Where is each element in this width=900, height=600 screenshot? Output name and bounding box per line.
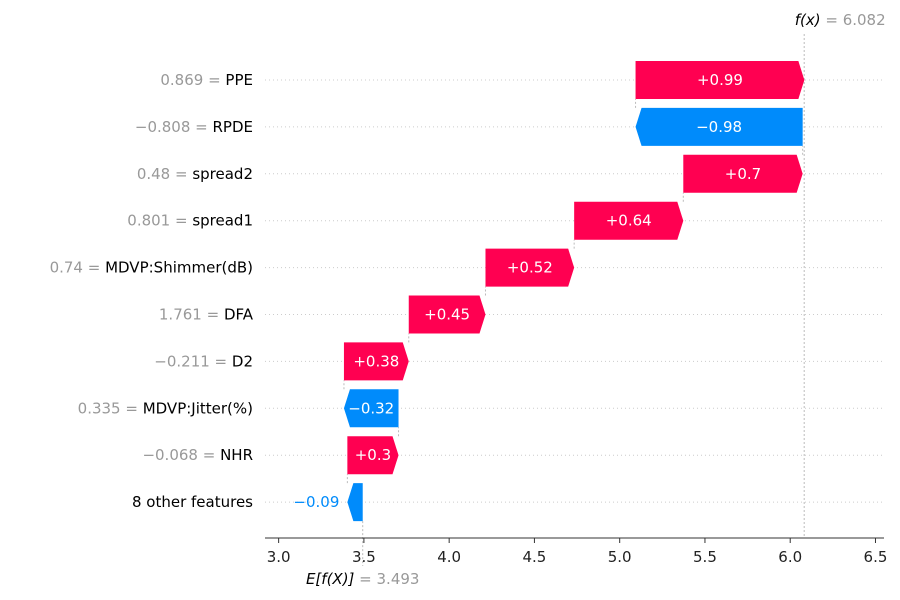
bar-value-label: +0.3 <box>355 446 391 464</box>
feature-label: 0.801 = spread1 <box>127 212 253 230</box>
bar-positive <box>485 248 575 287</box>
bar-value-label: +0.52 <box>507 259 553 277</box>
bar-value-label: −0.32 <box>348 399 394 417</box>
x-tick-label: 5.5 <box>693 548 717 566</box>
x-tick-label: 4.0 <box>437 548 461 566</box>
x-tick-label: 3.0 <box>267 548 291 566</box>
bar-value-label: −0.09 <box>293 493 339 511</box>
bar-negative <box>343 389 399 428</box>
bar-positive <box>408 295 486 334</box>
feature-value: 0.801 = <box>127 212 192 230</box>
bar-negative <box>635 107 803 146</box>
feature-label: 0.74 = MDVP:Shimmer(dB) <box>50 259 253 277</box>
output-value-number: = 6.082 <box>825 11 885 29</box>
feature-value: 0.869 = <box>160 71 225 89</box>
feature-name: spread2 <box>192 165 253 183</box>
bars: +0.99 −0.98 +0.7 +0.64 +0.52 +0.45 +0.38 −0.32 +… <box>293 61 805 522</box>
bar-positive <box>574 201 684 240</box>
output-value-symbol: f(x) <box>795 11 826 29</box>
feature-name: NHR <box>220 446 253 464</box>
bar-value-label: +0.45 <box>424 306 470 324</box>
feature-value: 0.335 = <box>78 399 143 417</box>
bar-value-label: +0.7 <box>725 165 761 183</box>
feature-value: −0.068 = <box>142 446 220 464</box>
feature-label: 0.335 = MDVP:Jitter(%) <box>78 399 253 417</box>
feature-label: 0.869 = PPE <box>160 71 253 89</box>
feature-label: 8 other features <box>132 493 253 511</box>
feature-name: spread1 <box>192 212 253 230</box>
feature-name: DFA <box>224 306 254 324</box>
x-tick-label: 6.0 <box>778 548 802 566</box>
bar-negative <box>347 483 363 522</box>
feature-label: −0.211 = D2 <box>154 352 253 370</box>
bar-positive <box>343 342 409 381</box>
feature-value: 0.48 = <box>137 165 193 183</box>
reference-lines <box>343 34 805 566</box>
feature-name: PPE <box>225 71 253 89</box>
feature-name: D2 <box>232 352 253 370</box>
feature-label: −0.068 = NHR <box>142 446 253 464</box>
base-value-symbol: E[f(X)] <box>306 570 359 588</box>
bar-value-label: −0.98 <box>696 118 742 136</box>
feature-value: −0.808 = <box>135 118 213 136</box>
feature-value: 1.761 = <box>159 306 224 324</box>
feature-name: 8 other features <box>132 493 253 511</box>
x-tick-label: 4.5 <box>522 548 546 566</box>
feature-label: 1.761 = DFA <box>159 306 254 324</box>
bar-value-label: +0.38 <box>353 352 399 370</box>
bar-positive <box>635 61 805 99</box>
feature-name: MDVP:Shimmer(dB) <box>105 259 253 277</box>
feature-label: 0.48 = spread2 <box>137 165 253 183</box>
feature-name: RPDE <box>213 118 254 136</box>
bar-positive <box>347 436 399 475</box>
x-tick-label: 6.5 <box>864 548 888 566</box>
feature-value: −0.211 = <box>154 352 232 370</box>
feature-value: 0.74 = <box>50 259 106 277</box>
x-tick-label: 5.0 <box>608 548 632 566</box>
base-value-number: = 3.493 <box>359 570 419 588</box>
bar-value-label: +0.64 <box>606 212 652 230</box>
x-tick-label: 3.5 <box>352 548 376 566</box>
annotations: E[f(X)] = 3.493 f(x) = 6.082 <box>306 11 886 588</box>
feature-label: −0.808 = RPDE <box>135 118 253 136</box>
feature-name: MDVP:Jitter(%) <box>143 399 253 417</box>
base-value-label: E[f(X)] = 3.493 <box>306 570 420 588</box>
bar-positive <box>683 154 803 193</box>
x-axis: 3.0 3.5 4.0 4.5 5.0 5.5 6.0 6.5 <box>265 537 888 566</box>
bar-value-label: +0.99 <box>697 71 743 89</box>
output-value-label: f(x) = 6.082 <box>795 11 886 29</box>
